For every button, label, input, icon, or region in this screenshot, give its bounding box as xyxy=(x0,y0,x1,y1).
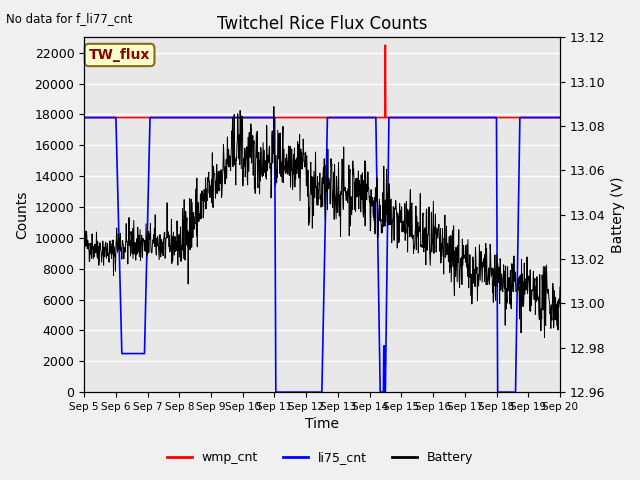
X-axis label: Time: Time xyxy=(305,418,339,432)
Y-axis label: Counts: Counts xyxy=(15,191,29,239)
Title: Twitchel Rice Flux Counts: Twitchel Rice Flux Counts xyxy=(217,15,428,33)
Text: TW_flux: TW_flux xyxy=(89,48,150,62)
Text: No data for f_li77_cnt: No data for f_li77_cnt xyxy=(6,12,132,25)
Y-axis label: Battery (V): Battery (V) xyxy=(611,177,625,253)
Legend: wmp_cnt, li75_cnt, Battery: wmp_cnt, li75_cnt, Battery xyxy=(162,446,478,469)
